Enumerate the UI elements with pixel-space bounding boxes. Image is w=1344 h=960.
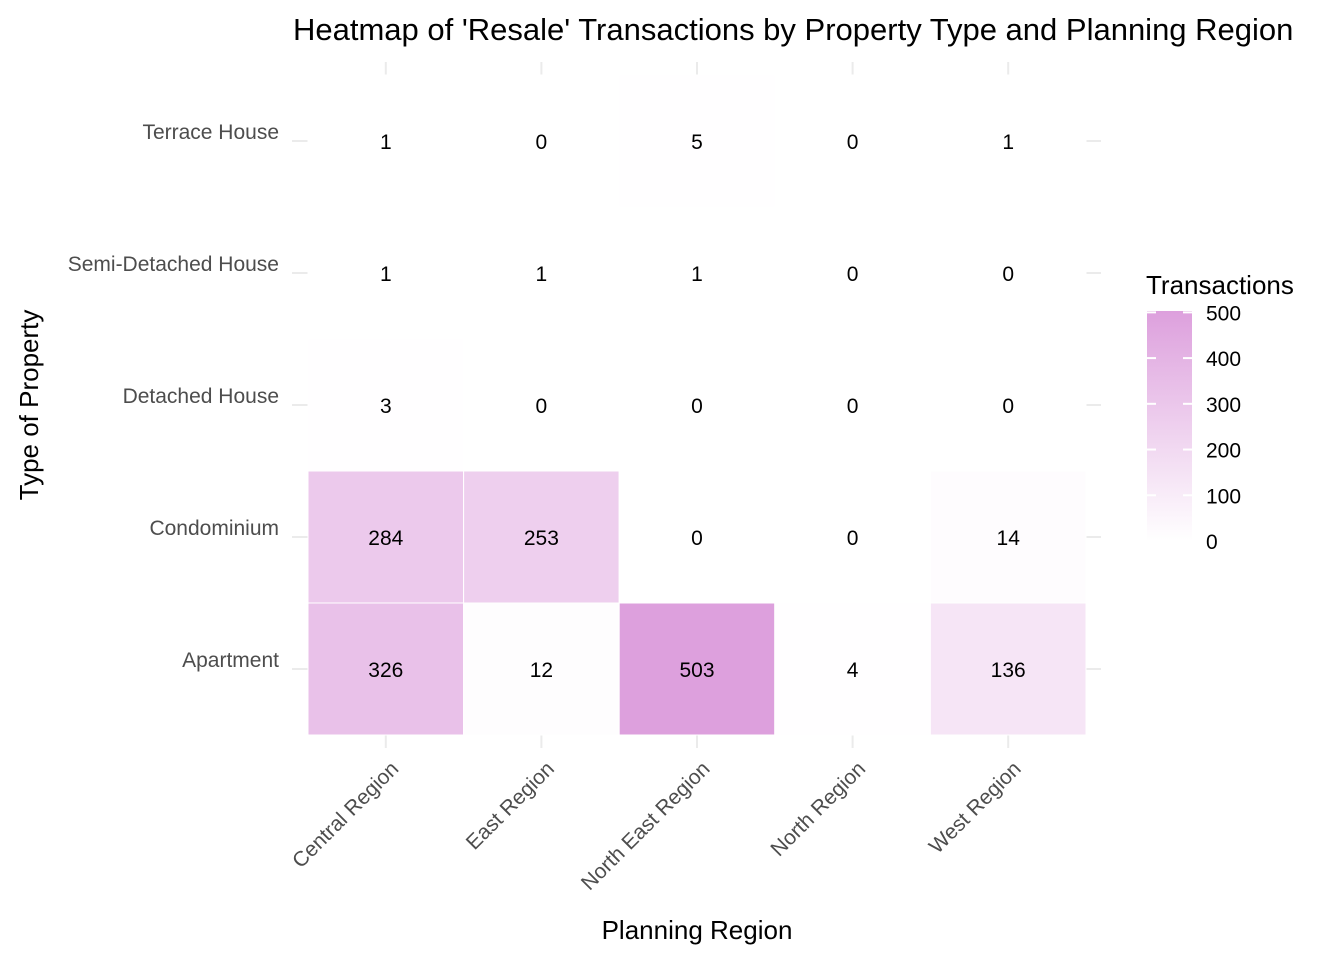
legend-tick-label: 300 (1206, 394, 1241, 417)
cell-value-label: 326 (368, 659, 403, 682)
y-tick-label: Semi-Detached House (68, 253, 279, 276)
legend-tick-label: 500 (1206, 302, 1241, 325)
cell-value-label: 0 (691, 527, 703, 550)
heatmap-cell (929, 74, 1087, 208)
cell-value-label: 0 (536, 395, 548, 418)
cell-value-label: 136 (991, 659, 1026, 682)
y-tick-label: Condominium (149, 517, 279, 540)
x-tick-label: North Region (766, 757, 870, 861)
heatmap-cell (618, 602, 776, 736)
heatmap-cell (774, 602, 931, 736)
y-axis-ticks: Apartment Condominium Detached House Semi-D… (68, 121, 279, 672)
cell-value-label: 3 (380, 395, 392, 418)
x-axis-ticks: Central Region East Region North East Regi… (288, 757, 1026, 895)
cell-value-label: 0 (847, 527, 859, 550)
x-tick-label: East Region (462, 757, 559, 854)
y-tick-label: Terrace House (142, 121, 279, 144)
heatmap-cell (307, 206, 465, 340)
legend-title: Transactions (1146, 270, 1294, 300)
chart-title: Heatmap of 'Resale' Transactions by Prop… (293, 12, 1293, 47)
legend-ticks: 0 100 200 300 400 500 (1147, 302, 1241, 554)
legend-tick-label: 400 (1206, 348, 1241, 371)
heatmap-cell (618, 338, 776, 472)
heatmap-cell (774, 470, 931, 604)
heatmap-cell (618, 470, 776, 604)
heatmap-cell (307, 338, 465, 472)
x-axis-title: Planning Region (602, 915, 793, 945)
cell-value-label: 0 (847, 131, 859, 154)
heatmap-cell (307, 470, 465, 604)
heatmap-cell (463, 206, 620, 340)
cell-value-label: 0 (536, 131, 548, 154)
cell-value-label: 0 (847, 395, 859, 418)
cell-value-label: 1 (380, 131, 392, 154)
cell-value-label: 1 (380, 263, 392, 286)
cell-value-label: 14 (997, 527, 1021, 550)
heatmap-cell (774, 206, 931, 340)
cell-value-label: 0 (1002, 395, 1014, 418)
heatmap-cell (463, 338, 620, 472)
x-tick-label: North East Region (577, 757, 715, 895)
cell-value-label: 253 (524, 527, 559, 550)
heatmap-cell (307, 74, 465, 208)
cell-value-label: 1 (536, 263, 548, 286)
y-axis-title: Type of Property (14, 310, 44, 501)
cell-value-label: 503 (679, 659, 714, 682)
heatmap-cell (463, 602, 620, 736)
y-tick-label: Detached House (123, 385, 279, 408)
legend-colorbar (1147, 311, 1192, 541)
heatmap-cell (774, 74, 931, 208)
color-legend: Transactions 0 100 200 300 400 500 (1146, 270, 1294, 554)
x-tick-label: Central Region (288, 757, 403, 872)
cell-value-label: 4 (847, 659, 859, 682)
heatmap-cell (929, 470, 1087, 604)
cell-value-label: 0 (691, 395, 703, 418)
y-tick-label: Apartment (182, 649, 279, 672)
heatmap-cell (463, 74, 620, 208)
cell-value-label: 1 (691, 263, 703, 286)
heatmap-cell (618, 74, 776, 208)
legend-tick-label: 0 (1206, 531, 1218, 554)
cell-value-label: 0 (847, 263, 859, 286)
cell-value-label: 12 (530, 659, 553, 682)
heatmap-cell (463, 470, 620, 604)
heatmap-cell (929, 602, 1087, 736)
cell-value-label: 0 (1002, 263, 1014, 286)
x-tick-label: West Region (925, 757, 1026, 858)
cell-value-label: 5 (691, 131, 703, 154)
legend-tick-label: 200 (1206, 440, 1241, 463)
cell-value-label: 284 (368, 527, 403, 550)
heatmap-cells (307, 74, 1087, 736)
legend-tick-label: 100 (1206, 485, 1241, 508)
heatmap-cell (929, 206, 1087, 340)
cell-value-label: 1 (1002, 131, 1014, 154)
